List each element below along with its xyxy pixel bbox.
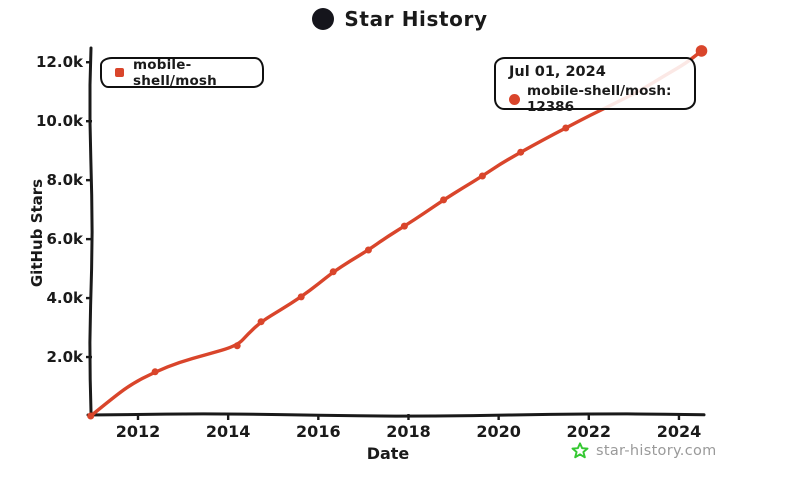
data-point-marker xyxy=(151,368,159,376)
data-point-marker xyxy=(233,342,241,350)
github-logo-icon xyxy=(312,8,335,30)
tooltip-marker-icon xyxy=(509,93,520,105)
y-tick-label: 10.0k xyxy=(36,112,84,130)
x-axis-label: Date xyxy=(367,444,410,463)
tooltip-series-row: mobile-shell/mosh: 12386 xyxy=(509,83,684,115)
data-point-marker xyxy=(87,412,95,420)
x-tick-label: 2012 xyxy=(116,422,161,441)
x-axis xyxy=(86,412,706,418)
legend-label: mobile-shell/mosh xyxy=(133,56,217,89)
x-tick-label: 2014 xyxy=(206,422,251,441)
tooltip: Jul 01, 2024 mobile-shell/mosh: 12386 xyxy=(494,57,696,115)
data-point-marker xyxy=(364,246,372,254)
legend-item-mobile-shell-mosh[interactable]: mobile-shell/mosh xyxy=(100,56,264,89)
data-point-marker xyxy=(478,172,486,180)
y-tick-label: 4.0k xyxy=(46,289,84,307)
data-point-marker xyxy=(297,293,305,301)
x-tick-label: 2018 xyxy=(386,422,431,441)
data-point-marker xyxy=(440,196,448,204)
page-title: Star History xyxy=(344,7,488,31)
x-tick-label: 2024 xyxy=(657,422,702,441)
y-tick-label: 8.0k xyxy=(46,171,84,189)
data-point-marker xyxy=(562,124,570,132)
y-axis-label: GitHub Stars xyxy=(28,179,46,287)
x-tick-label: 2016 xyxy=(296,422,341,441)
highlighted-data-point[interactable] xyxy=(695,45,708,57)
data-point-marker xyxy=(257,318,265,326)
y-tick-label: 6.0k xyxy=(46,230,84,248)
y-tick-label: 12.0k xyxy=(36,53,84,71)
star-icon xyxy=(571,442,589,459)
data-point-marker xyxy=(329,268,337,276)
y-tick-label: 2.0k xyxy=(46,348,84,366)
x-tick-label: 2020 xyxy=(476,422,521,441)
legend-marker-icon xyxy=(115,68,124,77)
data-point-marker xyxy=(400,222,408,230)
watermark-link[interactable]: star-history.com xyxy=(571,442,717,460)
data-point-marker xyxy=(517,148,525,156)
tooltip-date: Jul 01, 2024 xyxy=(509,64,606,80)
y-axis xyxy=(88,46,94,418)
series-line-mobile-shell-mosh xyxy=(89,49,704,418)
tooltip-value: mobile-shell/mosh: 12386 xyxy=(527,83,672,115)
header: Star History xyxy=(0,7,800,31)
x-tick-label: 2022 xyxy=(567,422,612,441)
watermark-text: star-history.com xyxy=(596,443,717,459)
